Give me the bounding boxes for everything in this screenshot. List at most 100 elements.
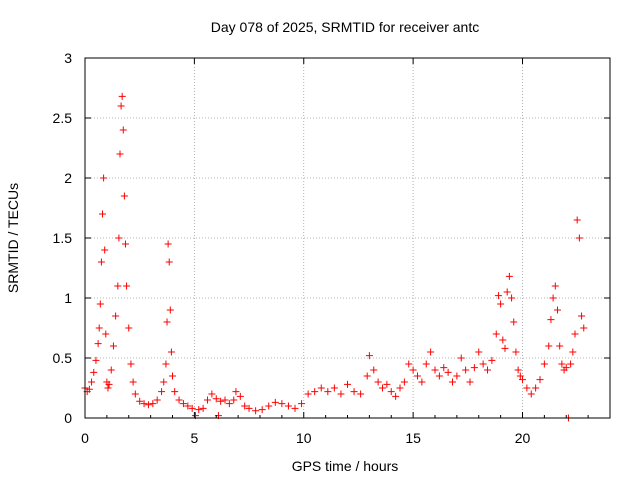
axis-ticks — [84, 57, 610, 419]
y-tick-label: 2.5 — [53, 110, 73, 126]
data-point — [422, 360, 430, 368]
data-point — [488, 356, 496, 364]
data-point — [94, 340, 102, 348]
data-point — [457, 354, 465, 362]
data-point — [95, 324, 103, 332]
data-point — [232, 388, 240, 396]
data-point — [258, 406, 266, 414]
data-point — [230, 396, 238, 404]
data-point — [129, 378, 137, 386]
data-point — [311, 388, 319, 396]
data-point — [88, 378, 96, 386]
data-point — [236, 392, 244, 400]
data-point — [102, 330, 110, 338]
data-point — [492, 330, 500, 338]
data-point — [409, 366, 417, 374]
data-point — [357, 390, 365, 398]
data-point — [363, 372, 371, 380]
data-point — [510, 318, 518, 326]
x-tick-label: 0 — [81, 430, 89, 446]
data-point — [212, 395, 220, 403]
data-point — [532, 384, 540, 392]
data-point — [508, 294, 516, 302]
data-point — [545, 342, 553, 350]
data-point — [414, 372, 421, 380]
data-point — [350, 388, 358, 396]
data-point — [337, 390, 345, 398]
data-point — [503, 288, 511, 296]
data-point — [109, 342, 117, 350]
data-point — [519, 376, 526, 384]
data-point — [291, 404, 299, 412]
data-point — [558, 360, 566, 368]
data-point — [97, 258, 105, 266]
data-point — [164, 240, 172, 248]
data-point — [149, 400, 157, 408]
data-point — [549, 294, 557, 302]
data-point — [462, 366, 470, 374]
data-point — [567, 360, 575, 368]
tick-labels: 0 5 10 15 20 0 0.5 1 1.5 2 2.5 3 — [53, 50, 531, 446]
y-tick-label: 1.5 — [53, 230, 73, 246]
data-point — [449, 378, 456, 386]
x-axis-label: GPS time / hours — [292, 458, 399, 474]
data-point — [278, 400, 286, 408]
data-point — [501, 344, 509, 352]
data-point — [117, 102, 125, 110]
data-point — [188, 404, 196, 412]
data-point — [580, 324, 588, 332]
data-point — [562, 364, 570, 372]
data-point — [208, 390, 216, 398]
data-point — [119, 126, 127, 134]
data-point — [435, 372, 443, 380]
data-point — [536, 376, 544, 384]
data-point — [304, 390, 312, 398]
data-point — [165, 258, 173, 266]
data-point — [101, 246, 109, 254]
data-point — [125, 324, 133, 332]
data-point — [225, 400, 233, 408]
data-point — [466, 378, 474, 386]
data-point — [573, 216, 581, 224]
data-point — [204, 396, 211, 404]
x-tick-label: 10 — [296, 430, 312, 446]
data-point — [374, 378, 382, 386]
data-point — [497, 300, 505, 308]
data-point — [479, 360, 487, 368]
data-point — [217, 397, 225, 405]
data-point — [569, 348, 577, 356]
data-point — [475, 348, 483, 356]
data-point — [540, 360, 548, 368]
data-point — [171, 388, 179, 396]
data-point — [245, 404, 253, 412]
data-point — [131, 390, 139, 398]
data-point — [344, 380, 351, 388]
y-tick-label: 1 — [64, 290, 72, 306]
data-point — [431, 366, 439, 374]
data-point — [499, 336, 507, 344]
data-point — [114, 282, 122, 290]
data-point — [184, 402, 192, 410]
data-point — [241, 402, 249, 410]
data-point — [85, 385, 93, 393]
data-point — [271, 398, 279, 406]
data-point — [104, 384, 112, 392]
data-point — [105, 380, 113, 388]
data-point — [120, 192, 128, 200]
data-point — [116, 150, 124, 158]
data-point — [324, 388, 332, 396]
y-tick-label: 0 — [64, 410, 72, 426]
x-tick-label: 20 — [515, 430, 531, 446]
data-point — [121, 240, 129, 248]
data-point — [127, 360, 135, 368]
data-point — [179, 400, 187, 408]
data-point — [556, 342, 564, 350]
data-point — [505, 272, 513, 280]
data-point — [112, 312, 120, 320]
data-point — [284, 402, 292, 410]
data-point — [554, 306, 561, 314]
data-point — [153, 396, 161, 404]
data-point — [453, 372, 461, 380]
data-point — [444, 368, 452, 376]
data-point — [136, 397, 144, 405]
